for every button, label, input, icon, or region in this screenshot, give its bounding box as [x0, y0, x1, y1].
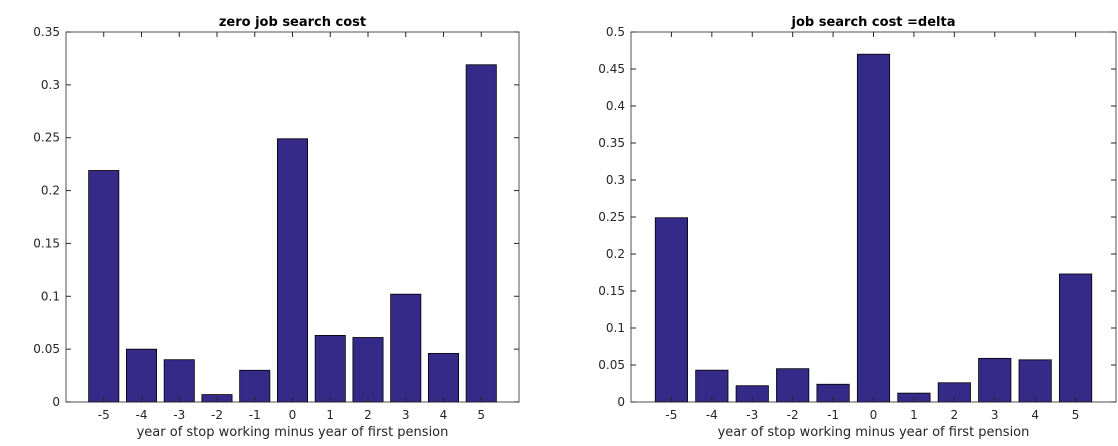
x-tick-label: 0 [289, 408, 297, 422]
bar [239, 369, 271, 403]
x-tick-label: -5 [98, 408, 110, 422]
y-tick-label: 0.05 [598, 358, 625, 372]
y-tick-label: 0.4 [606, 99, 625, 113]
y-tick-label: 0.25 [598, 210, 625, 224]
y-tick-label: 0.2 [606, 247, 625, 261]
chart-title: job search cost =delta [790, 15, 955, 30]
x-axis-label: year of stop working minus year of first… [718, 425, 1030, 440]
x-tick-label: 3 [402, 408, 410, 422]
x-tick-label: 1 [326, 408, 334, 422]
x-axis-label: year of stop working minus year of first… [137, 425, 449, 440]
x-tick-label: 4 [440, 408, 448, 422]
bar [88, 170, 120, 403]
y-tick-label: 0.35 [33, 25, 60, 39]
bar [390, 293, 422, 403]
x-tick-label: 4 [1031, 408, 1039, 422]
y-tick-label: 0.1 [41, 289, 60, 303]
y-tick-label: 0.45 [598, 62, 625, 76]
x-tick-label: -3 [746, 408, 758, 422]
x-tick-label: 2 [364, 408, 372, 422]
bar [1018, 359, 1052, 403]
y-tick-label: 0.25 [33, 131, 60, 145]
x-tick-label: 5 [1072, 408, 1080, 422]
x-tick-label: -3 [173, 408, 185, 422]
y-tick-label: 0.2 [41, 184, 60, 198]
x-tick-label: 1 [910, 408, 918, 422]
bar [352, 337, 384, 403]
chart-title: zero job search cost [219, 15, 366, 30]
y-tick-label: 0.3 [606, 173, 625, 187]
x-tick-label: -4 [706, 408, 718, 422]
y-tick-label: 0.15 [598, 284, 625, 298]
y-tick-label: 0 [52, 395, 60, 409]
y-tick-label: 0.1 [606, 321, 625, 335]
y-tick-label: 0 [617, 395, 625, 409]
y-tick-label: 0.5 [606, 25, 625, 39]
x-tick-label: -1 [249, 408, 261, 422]
x-tick-label: 0 [870, 408, 878, 422]
bar [1059, 273, 1093, 403]
bar [776, 368, 810, 403]
x-tick-label: 3 [991, 408, 999, 422]
y-tick-label: 0.05 [33, 342, 60, 356]
x-tick-label: -2 [211, 408, 223, 422]
bar [427, 352, 459, 403]
x-tick-label: -4 [136, 408, 148, 422]
y-tick-label: 0.35 [598, 136, 625, 150]
x-tick-label: -2 [787, 408, 799, 422]
bar [163, 359, 195, 403]
x-tick-label: 5 [477, 408, 485, 422]
bar [314, 334, 346, 403]
bar [856, 53, 891, 403]
y-tick-label: 0.15 [33, 236, 60, 250]
y-tick-label: 0.3 [41, 78, 60, 92]
bar [654, 217, 688, 403]
bar [465, 64, 497, 403]
x-tick-label: -5 [665, 408, 677, 422]
bar [276, 138, 308, 403]
x-tick-label: -1 [827, 408, 839, 422]
bar [126, 348, 158, 403]
x-tick-label: 2 [951, 408, 959, 422]
bar [695, 369, 729, 403]
bar [978, 357, 1012, 403]
